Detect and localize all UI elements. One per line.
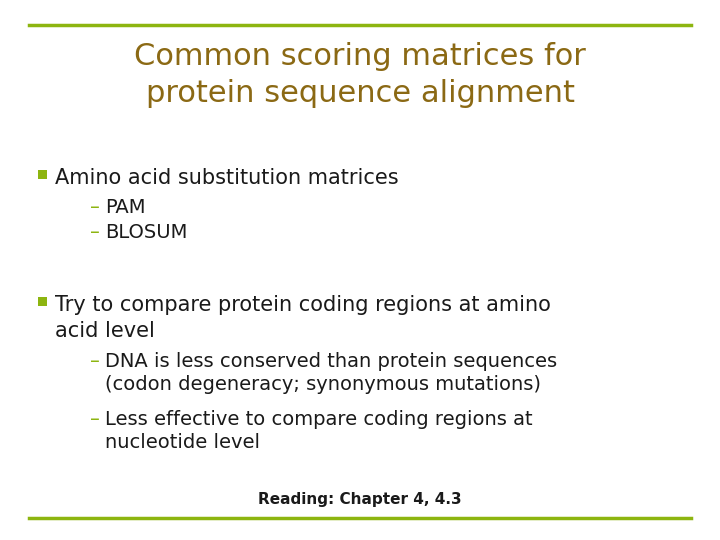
Bar [38, 170, 47, 179]
Text: DNA is less conserved than protein sequences
(codon degeneracy; synonymous mutat: DNA is less conserved than protein seque… [105, 352, 557, 395]
Text: –: – [90, 410, 100, 429]
Text: Amino acid substitution matrices: Amino acid substitution matrices [55, 168, 399, 188]
Text: –: – [90, 223, 100, 242]
Text: Less effective to compare coding regions at
nucleotide level: Less effective to compare coding regions… [105, 410, 533, 453]
Text: –: – [90, 198, 100, 217]
Text: Reading: Chapter 4, 4.3: Reading: Chapter 4, 4.3 [258, 492, 462, 507]
Text: BLOSUM: BLOSUM [105, 223, 187, 242]
Text: –: – [90, 352, 100, 371]
Bar [38, 297, 47, 306]
Text: PAM: PAM [105, 198, 145, 217]
Text: Common scoring matrices for
protein sequence alignment: Common scoring matrices for protein sequ… [134, 42, 586, 108]
Text: Try to compare protein coding regions at amino
acid level: Try to compare protein coding regions at… [55, 295, 551, 341]
